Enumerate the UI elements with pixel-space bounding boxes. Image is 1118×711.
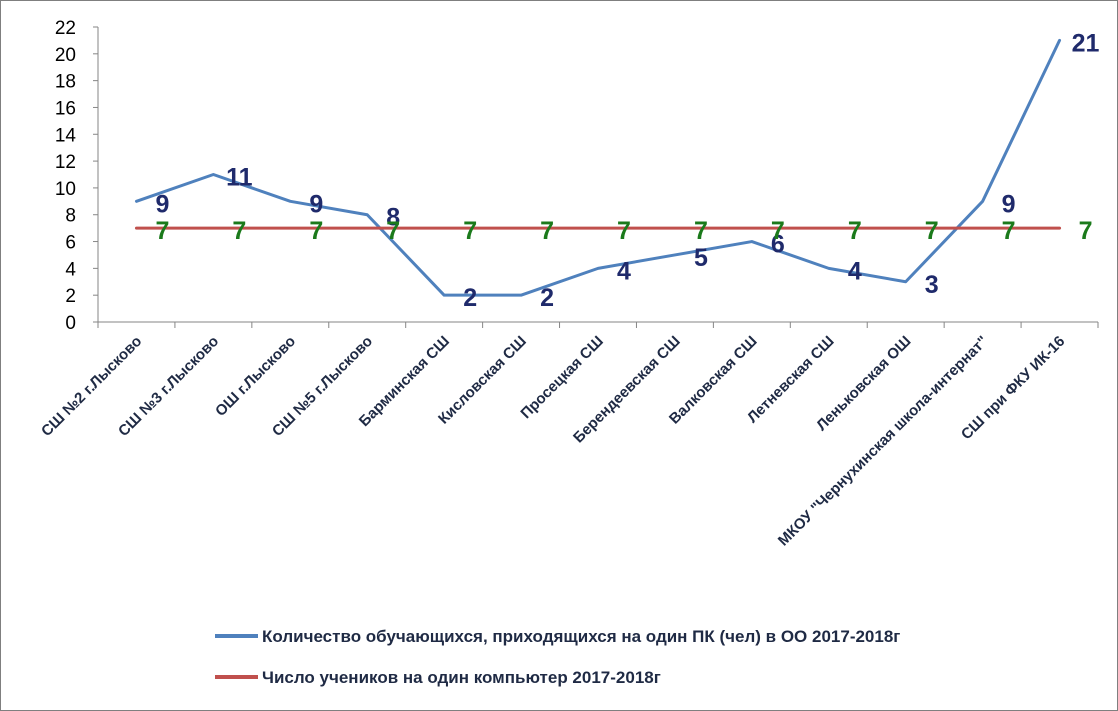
data-label-series-1: 21	[1072, 29, 1100, 57]
x-tick-label: Просецкая СШ	[517, 333, 606, 422]
data-label-series-1: 9	[309, 190, 323, 218]
y-tick-label: 0	[65, 313, 76, 334]
y-tick-label: 10	[55, 179, 76, 200]
legend-label-series-2: Число учеников на один компьютер 2017-20…	[262, 668, 661, 687]
data-labels: 9 11 9 8 2 2 4 5 6 4 3 9 21 7 7 7 7 7 7 7 7 7 7 7 7 7	[156, 29, 1100, 312]
y-tick-label: 6	[65, 233, 76, 254]
data-label-series-1: 2	[540, 284, 554, 312]
data-label-series-2: 7	[617, 217, 631, 245]
legend-label-series-1: Количество обучающихся, приходящихся на …	[262, 627, 900, 646]
data-label-series-1: 11	[226, 164, 253, 192]
series-line-1	[134, 38, 1062, 297]
data-label-series-1: 2	[463, 284, 477, 312]
data-label-series-2: 7	[156, 217, 170, 245]
data-label-series-2: 7	[1079, 217, 1093, 245]
data-label-series-2: 7	[771, 217, 785, 245]
data-label-series-1: 8	[386, 204, 400, 232]
data-label-series-2: 7	[1002, 217, 1016, 245]
data-label-series-1: 9	[1002, 190, 1016, 218]
y-tick-label: 16	[55, 98, 76, 119]
data-label-series-2: 7	[925, 217, 939, 245]
y-tick-label: 22	[55, 18, 76, 39]
data-label-series-2: 7	[309, 217, 323, 245]
data-label-series-1: 9	[156, 190, 170, 218]
y-tick-label: 14	[55, 125, 77, 146]
y-tick-label: 2	[65, 286, 76, 307]
y-axis: 0 2 4 6 8 10 12 14 16 18 20 22	[55, 18, 99, 334]
data-label-series-1: 3	[925, 271, 939, 299]
data-label-series-2: 7	[848, 217, 862, 245]
series-lines	[134, 38, 1062, 297]
x-tick-label: ОШ г.Лысково	[212, 333, 299, 420]
data-label-series-1: 4	[848, 257, 862, 285]
legend: Количество обучающихся, приходящихся на …	[215, 627, 900, 687]
data-label-series-2: 7	[232, 217, 246, 245]
y-tick-label: 18	[55, 72, 76, 93]
data-label-series-1: 4	[617, 257, 631, 285]
y-tick-label: 20	[55, 45, 76, 66]
y-tick-label: 8	[65, 206, 76, 227]
y-tick-label: 4	[65, 259, 76, 280]
data-label-series-2: 7	[694, 217, 708, 245]
data-label-series-1: 6	[771, 231, 785, 259]
data-label-series-2: 7	[540, 217, 554, 245]
data-label-series-2: 7	[463, 217, 477, 245]
data-label-series-1: 5	[694, 244, 708, 272]
data-label-series-2: 7	[386, 217, 400, 245]
y-tick-label: 12	[55, 152, 76, 173]
